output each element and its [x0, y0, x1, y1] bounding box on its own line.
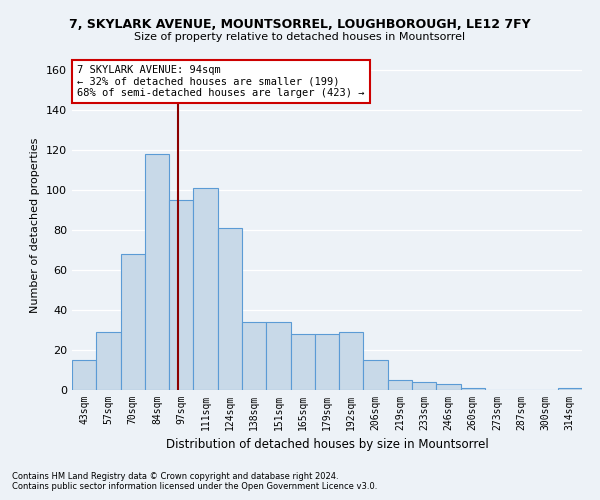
Bar	[388, 380, 412, 390]
Bar	[242, 322, 266, 390]
Bar	[558, 388, 582, 390]
Bar	[412, 382, 436, 390]
Text: 7 SKYLARK AVENUE: 94sqm
← 32% of detached houses are smaller (199)
68% of semi-d: 7 SKYLARK AVENUE: 94sqm ← 32% of detache…	[77, 65, 365, 98]
Text: Contains HM Land Registry data © Crown copyright and database right 2024.: Contains HM Land Registry data © Crown c…	[12, 472, 338, 481]
X-axis label: Distribution of detached houses by size in Mountsorrel: Distribution of detached houses by size …	[166, 438, 488, 452]
Bar	[315, 334, 339, 390]
Bar	[72, 360, 96, 390]
Bar	[364, 360, 388, 390]
Text: Contains public sector information licensed under the Open Government Licence v3: Contains public sector information licen…	[12, 482, 377, 491]
Bar	[145, 154, 169, 390]
Bar	[96, 332, 121, 390]
Bar	[266, 322, 290, 390]
Bar	[461, 388, 485, 390]
Bar	[290, 334, 315, 390]
Text: 7, SKYLARK AVENUE, MOUNTSORREL, LOUGHBOROUGH, LE12 7FY: 7, SKYLARK AVENUE, MOUNTSORREL, LOUGHBOR…	[69, 18, 531, 30]
Bar	[339, 332, 364, 390]
Bar	[121, 254, 145, 390]
Y-axis label: Number of detached properties: Number of detached properties	[31, 138, 40, 312]
Text: Size of property relative to detached houses in Mountsorrel: Size of property relative to detached ho…	[134, 32, 466, 42]
Bar	[193, 188, 218, 390]
Bar	[169, 200, 193, 390]
Bar	[436, 384, 461, 390]
Bar	[218, 228, 242, 390]
